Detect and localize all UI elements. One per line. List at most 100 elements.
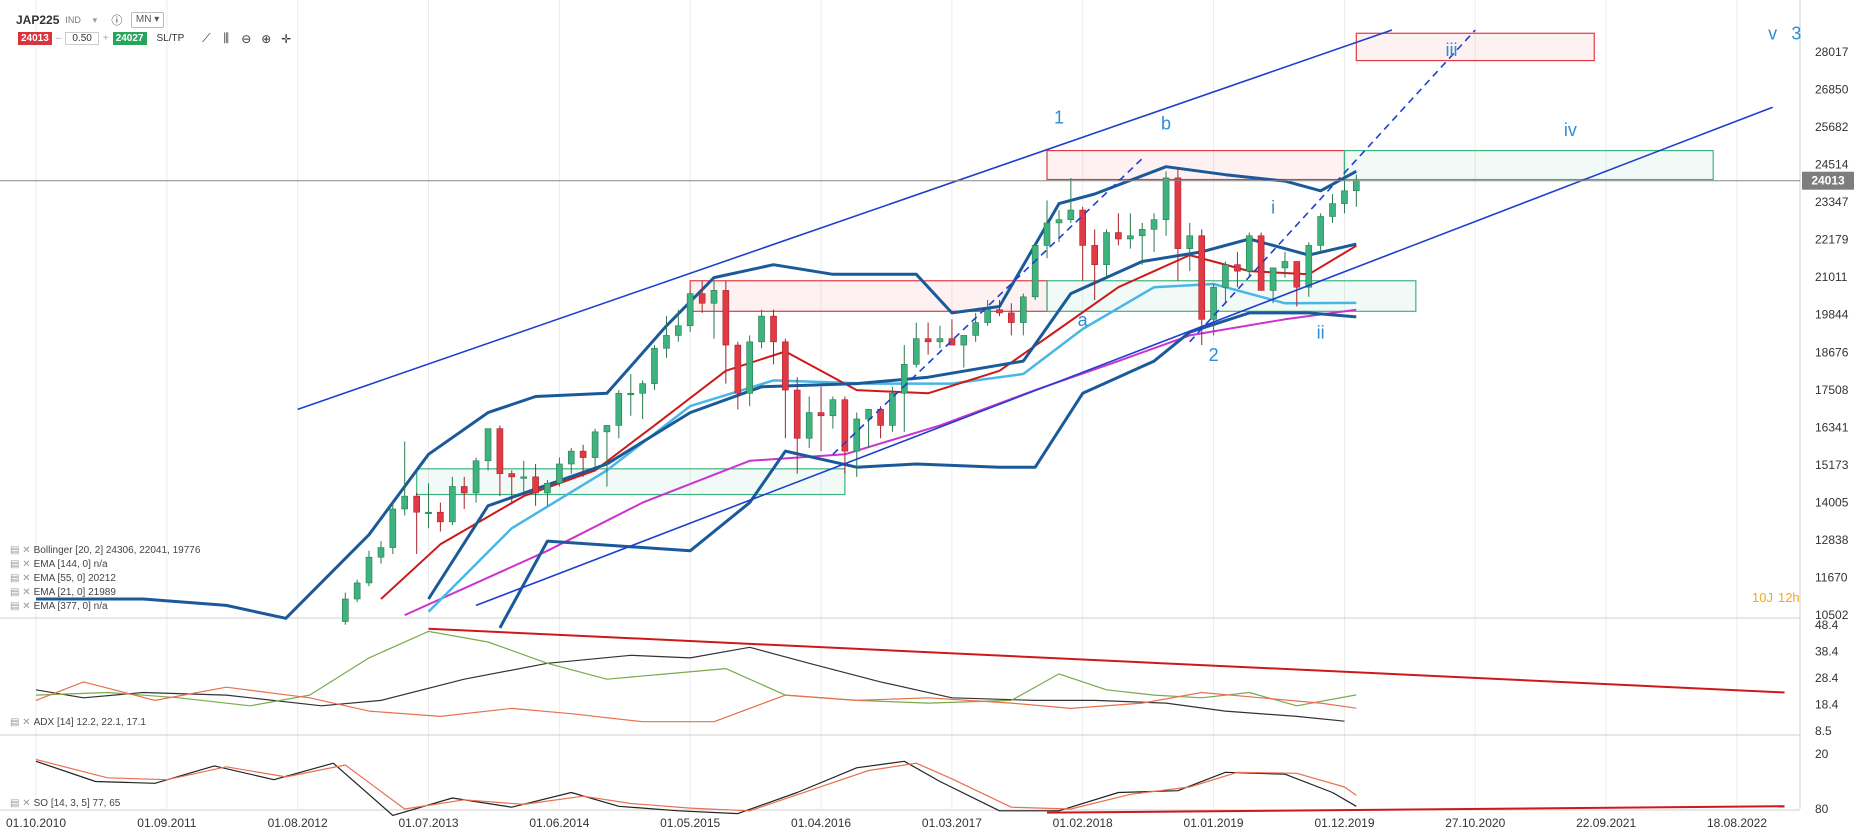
candle-body — [1174, 177, 1182, 249]
y-tick-label: 19844 — [1815, 308, 1849, 322]
candle-body — [746, 341, 753, 394]
candle-body — [1305, 245, 1313, 288]
wave-label: iii — [1446, 40, 1458, 60]
minus-icon[interactable]: – — [55, 33, 62, 44]
candle-body — [1115, 232, 1122, 240]
candle-body — [900, 364, 908, 394]
y-tick-label: 26850 — [1815, 83, 1849, 97]
candle-body — [817, 412, 825, 417]
legend-ema144[interactable]: ▤ ✕ EMA [144, 0] n/a — [10, 559, 108, 570]
grid — [0, 0, 1801, 811]
candle-body — [508, 473, 516, 478]
candle-body — [567, 450, 575, 465]
wave-label: 3 — [1791, 24, 1801, 44]
candle-body — [591, 431, 599, 458]
candle-body — [663, 335, 670, 349]
candle-body — [1162, 177, 1170, 220]
candle-body — [1127, 235, 1134, 240]
candle-body — [1031, 245, 1039, 298]
candle-body — [1281, 261, 1289, 269]
legend-adx[interactable]: ▤ ✕ ADX [14] 12.2, 22.1, 17.1 — [10, 717, 146, 728]
ask-price[interactable]: 24027 — [112, 32, 147, 45]
legend-ema21[interactable]: ▤ ✕ EMA [21, 0] 21989 — [10, 587, 116, 598]
y-tick-label: 22179 — [1815, 233, 1849, 247]
close-icon[interactable]: ▤ ✕ — [10, 545, 31, 556]
instrument-type: IND — [65, 15, 81, 25]
x-tick-label: 01.03.2017 — [922, 816, 982, 830]
candle-body — [472, 460, 480, 494]
dashed-trendline — [1189, 29, 1476, 343]
adx-series-plus_di — [35, 630, 1357, 707]
sltp-button[interactable]: SL/TP — [156, 33, 185, 44]
bid-price[interactable]: 24013 — [18, 32, 52, 45]
candles-icon[interactable]: ⫼ — [223, 31, 230, 45]
candle-body — [1341, 190, 1348, 204]
legend-bollinger[interactable]: ▤ ✕ Bollinger [20, 2] 24306, 22041, 19776 — [10, 545, 201, 556]
chevron-down-icon[interactable]: ▾ — [92, 14, 98, 25]
close-icon[interactable]: ▤ ✕ — [10, 798, 31, 809]
adx-series-adx — [35, 646, 1345, 722]
adx-trendline — [428, 627, 1785, 694]
candle-body — [639, 383, 646, 394]
close-icon[interactable]: ▤ ✕ — [10, 573, 31, 584]
y-tick-label: 18676 — [1815, 345, 1849, 359]
y-tick-label: 12838 — [1815, 533, 1849, 547]
close-icon[interactable]: ▤ ✕ — [10, 717, 31, 728]
chart-toolbar: JAP225 IND ▾ ⓘ MN ▾ — [16, 10, 165, 30]
y-tick-label: 24514 — [1815, 158, 1849, 172]
candle-body — [365, 556, 373, 584]
y-tick-label: 10502 — [1815, 608, 1849, 622]
x-tick-label: 01.05.2015 — [660, 816, 720, 830]
x-tick-label: 01.06.2014 — [529, 816, 589, 830]
candle-body — [889, 392, 896, 426]
line-chart-icon[interactable]: ⟋ — [202, 31, 211, 45]
candle-body — [936, 338, 944, 343]
x-tick-label: 18.08.2022 — [1707, 816, 1767, 830]
x-tick-label: 01.09.2011 — [137, 816, 196, 830]
wave-label: b — [1161, 114, 1171, 134]
candle-countdown: 10J 12h — [1752, 590, 1800, 605]
symbol-label[interactable]: JAP225 — [16, 13, 60, 27]
plus-icon[interactable]: + — [102, 33, 109, 44]
x-tick-label: 01.04.2016 — [791, 816, 851, 830]
candle-body — [579, 450, 587, 458]
candle-body — [853, 418, 861, 452]
candle-body — [1198, 235, 1206, 320]
candle-body — [924, 338, 932, 343]
candle-body — [722, 290, 730, 346]
lot-input[interactable]: 0.50 — [65, 32, 99, 45]
close-icon[interactable]: ▤ ✕ — [10, 601, 31, 612]
close-icon[interactable]: ▤ ✕ — [10, 587, 31, 598]
so-y-tick-label: 80 — [1815, 802, 1829, 816]
adx-y-tick-label: 28.4 — [1815, 671, 1839, 685]
wave-label: a — [1078, 310, 1089, 330]
timeframe-select[interactable]: MN ▾ — [130, 12, 165, 28]
candle-body — [627, 392, 635, 396]
channel-trendline — [475, 106, 1773, 607]
so-series-d — [35, 758, 1357, 812]
support-resistance-zones — [416, 32, 1714, 496]
current-price-label: 24013 — [1811, 174, 1845, 188]
legend-ema377[interactable]: ▤ ✕ EMA [377, 0] n/a — [10, 601, 108, 612]
candle-body — [1138, 229, 1146, 237]
legend-stochastic[interactable]: ▤ ✕ SO [14, 3, 5] 77, 65 — [10, 798, 121, 809]
so-y-tick-label: 20 — [1815, 747, 1829, 761]
info-icon[interactable]: ⓘ — [111, 15, 123, 27]
candle-body — [377, 547, 385, 558]
candle-body — [1293, 261, 1301, 288]
candle-body — [544, 482, 551, 494]
candle-body — [710, 290, 718, 304]
bollinger-lower-line — [498, 311, 1357, 629]
zoom-out-icon[interactable]: ⊖ — [241, 31, 252, 46]
adx-y-tick-label: 18.4 — [1815, 698, 1839, 712]
close-icon[interactable]: ▤ ✕ — [10, 559, 31, 570]
crosshair-icon[interactable]: ✛ — [281, 31, 292, 46]
y-tick-label: 17508 — [1815, 383, 1849, 397]
legend-ema55[interactable]: ▤ ✕ EMA [55, 0] 20212 — [10, 573, 116, 584]
candle-body — [449, 486, 456, 523]
zoom-in-icon[interactable]: ⊕ — [261, 31, 272, 46]
candle-body — [948, 338, 956, 346]
candle-body — [437, 511, 444, 523]
